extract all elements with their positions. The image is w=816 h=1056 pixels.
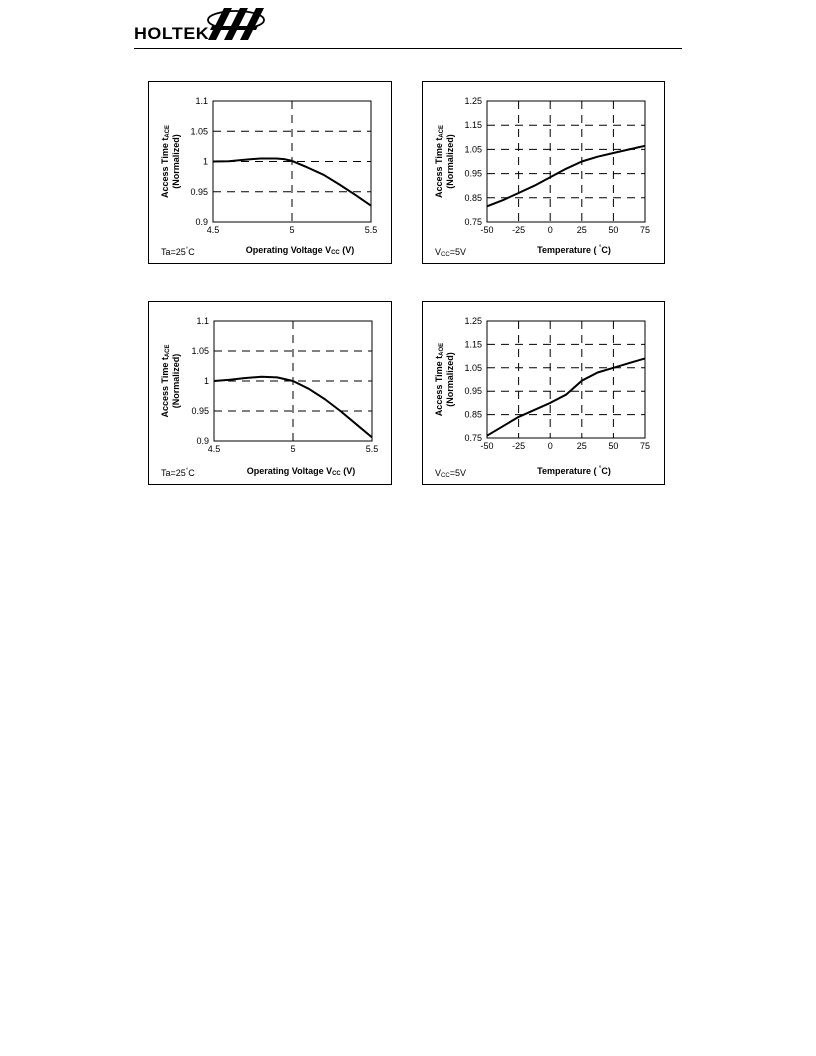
y-tick-label: 1.15 [464,339,482,349]
y-tick-label: 0.95 [464,386,482,396]
y-tick-label: 0.75 [464,217,482,227]
y-tick-label: 1.05 [464,363,482,373]
chart-access-time-vs-voltage-2: 0.9 0.95 1 1.05 1.1 4.5 5 5.5 Access Time tACE (N… [148,301,392,485]
y-tick-label: 0.95 [191,406,209,416]
x-tick-label: 5.5 [365,225,378,235]
header-divider [134,48,682,49]
series-line [212,157,372,207]
y-tick-label: 1.05 [191,346,209,356]
chart-access-time-vs-voltage-1: 0.9 0.95 1 1.05 1.1 4.5 5 5.5 Access Time tACE (N… [148,81,392,264]
chart-svg: 0.9 0.95 1 1.05 1.1 4.5 5 5.5 Access Time tACE(N… [160,96,378,257]
condition-label: VCC=5V [435,468,466,479]
y-tick-label: 1 [204,376,209,386]
y-tick-label: 0.95 [190,187,208,197]
condition-label: Ta=25°C [161,247,195,257]
x-tick-label: 25 [577,441,587,451]
chart-access-time-vs-temperature-2: 0.75 0.85 0.95 1.05 1.15 1.25 -50 -25 0 25 50 75 Acc… [422,301,665,485]
x-tick-label: -25 [512,441,525,451]
x-tick-label: 4.5 [208,444,221,454]
y-tick-label: 1.15 [464,120,482,130]
x-axis-label: Operating Voltage VCC (V) [246,245,355,256]
x-tick-label: 25 [577,225,587,235]
x-tick-label: 5.5 [366,444,379,454]
y-tick-label: 1.25 [464,96,482,106]
y-axis-label-line1: Access Time tACE [434,125,445,198]
condition-label: Ta=25°C [161,468,195,478]
chart-svg: 0.75 0.85 0.95 1.05 1.15 1.25 -50 -25 0 25 50 75 Acc… [434,96,650,258]
y-tick-label: 1.05 [464,144,482,154]
x-tick-label: 4.5 [207,225,220,235]
plot-frame [486,320,646,439]
x-tick-label: 0 [548,441,553,451]
x-tick-label: 75 [640,225,650,235]
chart-svg: 0.9 0.95 1 1.05 1.1 4.5 5 5.5 Access Time tACE(N… [160,316,379,478]
page-header: HOLTEK [134,0,682,50]
y-tick-label: 0.9 [196,436,209,446]
x-axis-label: Temperature ( °C) [537,466,611,476]
y-axis-label-line1: Access Time tAOE [434,343,445,416]
y-axis-label-line2: (Normalized) [445,352,455,407]
x-tick-label: 75 [640,441,650,451]
x-tick-label: 50 [608,225,618,235]
chart-svg: 0.75 0.85 0.95 1.05 1.15 1.25 -50 -25 0 25 50 75 Acc… [434,316,650,479]
condition-label: VCC=5V [435,247,466,258]
holtek-logo-text: HOLTEK [134,24,210,43]
y-tick-label: 1.05 [190,126,208,136]
holtek-logo-mark-icon [207,8,265,40]
x-tick-label: -50 [480,225,493,235]
y-tick-label: 1.25 [464,316,482,326]
y-tick-label: 1.1 [195,96,208,106]
series-line [213,375,373,439]
x-tick-label: -25 [512,225,525,235]
x-axis-label: Temperature ( °C) [537,245,611,255]
y-tick-label: 0.85 [464,193,482,203]
x-tick-label: 50 [608,441,618,451]
y-tick-label: 0.9 [195,217,208,227]
x-tick-label: -50 [480,441,493,451]
y-tick-label: 0.75 [464,433,482,443]
y-axis-label-line2: (Normalized) [171,354,181,409]
x-axis-label: Operating Voltage VCC (V) [247,466,356,477]
y-axis-label-line2: (Normalized) [171,134,181,189]
x-tick-label: 5 [289,225,294,235]
x-tick-label: 0 [548,225,553,235]
y-axis-label-line1: Access Time tACE [160,344,171,417]
y-axis-label-line1: Access Time tACE [160,125,171,198]
series-line [486,144,646,208]
y-tick-label: 0.85 [464,410,482,420]
y-axis-label-line2: (Normalized) [445,134,455,189]
y-tick-label: 1 [203,157,208,167]
x-tick-label: 5 [290,444,295,454]
y-tick-label: 1.1 [196,316,209,326]
plot-frame [486,100,646,223]
series-line [486,357,646,437]
y-tick-label: 0.95 [464,169,482,179]
chart-access-time-vs-temperature-1: 0.75 0.85 0.95 1.05 1.15 1.25 -50 -25 0 25 50 75 Acc… [422,81,665,264]
